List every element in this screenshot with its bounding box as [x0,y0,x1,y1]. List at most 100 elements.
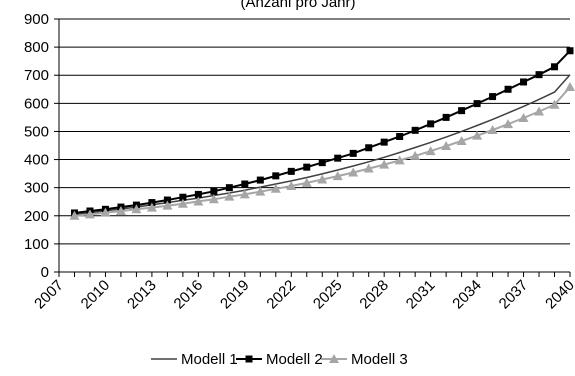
chart-title: (Anzahl pro Jahr) [240,0,355,11]
data-point-3-2035 [487,125,498,135]
data-point-3-2038 [534,106,545,116]
y-tick-label-600: 600 [24,95,49,112]
data-point-3-2016 [193,196,204,206]
data-point-2-2038 [535,71,543,79]
data-point-2-2027 [365,144,373,152]
data-point-3-2021 [270,183,281,193]
x-tick-label-2034: 2034 [449,277,485,313]
data-point-2-2036 [504,85,512,93]
x-tick-label-2019: 2019 [217,277,253,313]
data-point-2-2030 [411,126,419,134]
y-tick-label-400: 400 [24,152,49,169]
data-point-3-2027 [363,163,374,173]
data-point-2-2034 [473,100,481,108]
data-point-3-2029 [394,155,405,165]
data-point-3-2019 [239,189,250,199]
y-tick-label-700: 700 [24,67,49,84]
data-point-2-2015 [179,193,187,201]
x-tick-label-2022: 2022 [263,277,299,313]
data-point-2-2031 [427,120,435,128]
data-point-3-2034 [472,130,483,140]
x-tick-label-2031: 2031 [403,277,439,313]
y-tick-label-100: 100 [24,236,49,253]
data-point-3-2017 [208,194,219,204]
data-point-3-2040 [565,82,575,92]
legend-marker-3 [329,354,339,363]
legend-item-1: Modell 1 [151,351,238,368]
data-point-2-2035 [489,93,497,101]
data-point-3-2010 [100,207,111,217]
x-tick-label-2007: 2007 [31,277,67,313]
legend-label-2: Modell 2 [266,351,323,368]
legend-item-2: Modell 2 [236,351,323,368]
data-point-2-2023 [303,163,311,171]
data-point-3-2031 [425,146,436,156]
data-point-2-2029 [396,133,404,141]
y-tick-label-500: 500 [24,123,49,140]
data-point-3-2033 [456,136,467,146]
data-point-2-2033 [458,107,466,115]
series-group [69,47,575,220]
data-point-2-2013 [148,199,156,207]
series-modell-2 [70,47,574,217]
data-point-3-2013 [146,202,157,212]
x-tick-label-2037: 2037 [496,277,532,313]
data-point-2-2014 [163,196,171,204]
x-tick-label-2013: 2013 [124,277,160,313]
data-point-3-2030 [410,150,421,160]
data-point-2-2025 [334,154,342,162]
data-point-3-2036 [503,119,514,129]
series-modell-1 [74,74,571,216]
data-point-3-2012 [131,204,142,214]
x-tick-label-2028: 2028 [356,277,392,313]
data-point-3-2011 [115,205,126,215]
data-point-2-2016 [194,190,202,198]
data-point-2-2022 [287,167,295,175]
data-point-2-2018 [225,184,233,192]
data-point-2-2020 [256,176,264,184]
gridlines [59,18,570,245]
data-point-3-2020 [255,186,266,196]
data-point-3-2028 [379,159,390,169]
y-tick-label-900: 900 [24,11,49,28]
legend-label-3: Modell 3 [351,351,408,368]
data-point-2-2037 [520,78,528,86]
legend-marker-2 [245,355,253,363]
data-point-2-2021 [272,172,280,180]
data-point-2-2019 [241,180,249,188]
y-tick-label-0: 0 [41,264,49,281]
y-tick-label-300: 300 [24,180,49,197]
data-point-3-2009 [84,209,95,219]
y-tick-label-800: 800 [24,39,49,56]
data-point-3-2018 [224,191,235,201]
data-point-2-2032 [442,113,450,121]
data-point-3-2039 [549,99,560,109]
x-tick-label-2010: 2010 [78,277,114,313]
series-line-1 [74,74,571,216]
data-point-3-2026 [348,167,359,177]
series-modell-3 [69,82,575,220]
data-point-3-2015 [177,198,188,208]
data-point-2-2017 [210,187,218,195]
y-tick-label-200: 200 [24,208,49,225]
data-point-3-2037 [518,112,529,122]
data-point-3-2008 [69,210,80,220]
data-point-3-2024 [317,174,328,184]
legend-item-3: Modell 3 [321,351,408,368]
axes [58,19,570,273]
data-point-3-2023 [301,177,312,187]
data-point-3-2014 [162,200,173,210]
data-point-2-2028 [380,138,388,146]
data-point-2-2026 [349,149,357,157]
y-axis-ticks: 0 100 200 300 400 500 600 700 800 900 [24,11,59,281]
x-tick-label-2025: 2025 [310,277,346,313]
legend: Modell 1 Modell 2 Modell 3 [151,351,408,368]
data-point-3-2025 [332,171,343,181]
legend-label-1: Modell 1 [181,351,238,368]
x-tick-label-2016: 2016 [171,277,207,313]
data-point-2-2039 [551,63,559,71]
x-axis-ticks: 2007 2010 2013 2016 2019 2022 2025 2028 2031 2034… [31,272,575,312]
data-point-3-2032 [441,141,452,151]
